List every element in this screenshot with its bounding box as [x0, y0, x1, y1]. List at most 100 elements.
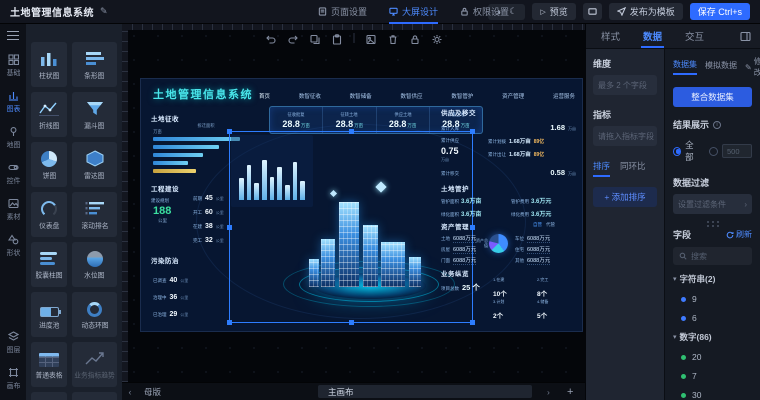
dash-nav-item[interactable]: 运营服务 [552, 94, 575, 100]
dash-nav-item[interactable]: 数智储备 [349, 94, 372, 100]
menu-icon[interactable] [7, 31, 19, 40]
field-group-number[interactable]: ▾ 数字(86) [673, 332, 712, 342]
widget-hbar-chart[interactable]: 条形图 [72, 42, 117, 87]
field-group-string[interactable]: ▾ 字符串(2) [673, 274, 716, 284]
tab-sort[interactable]: 排序 [593, 160, 611, 177]
add-sort-button[interactable]: + 添加排序 [593, 187, 657, 207]
radio-all[interactable]: 全部 [673, 139, 700, 163]
hbar-chart-icon [84, 49, 106, 67]
field-item[interactable]: 20 [681, 352, 752, 362]
edit-dataset-link[interactable]: ✎修改 [745, 56, 760, 78]
rail-item-layers[interactable]: 图层 [6, 331, 21, 355]
selection-handle[interactable] [470, 224, 475, 230]
widget-percent-list[interactable] [72, 392, 117, 400]
dash-nav-item[interactable]: 首页 [259, 94, 271, 100]
image-tool-icon[interactable] [365, 32, 376, 45]
field-item[interactable]: 6 [681, 313, 752, 323]
widget-gauge[interactable]: 仪表盘 [31, 192, 67, 237]
widget-ring[interactable]: 动态环图 [72, 292, 117, 337]
refresh-fields-link[interactable]: 刷新 [726, 229, 752, 240]
selection-handle[interactable] [227, 224, 232, 230]
widget-pie[interactable]: 饼图 [31, 142, 67, 187]
hbar-chart[interactable] [153, 137, 245, 173]
dashboard-artboard[interactable]: 土地管理信息系统 首页 数智征收 数智储备 数智供应 数智管护 资产管理 运营服… [140, 78, 583, 332]
dark-mode-icon[interactable]: ☾ [509, 6, 518, 16]
widget-progress[interactable]: 进度池 [31, 292, 67, 337]
undo-icon[interactable] [265, 32, 276, 44]
prev-page-icon[interactable]: ‹ [128, 386, 132, 397]
widget-trend[interactable]: 业务指标趋势 [72, 342, 117, 387]
widget-table[interactable]: 普通表格 [31, 342, 67, 387]
rail-item-shapes[interactable]: 形状 [6, 234, 21, 258]
field-item[interactable]: 30 [681, 390, 752, 400]
widget-blocks[interactable] [31, 392, 67, 400]
rail-item-materials[interactable]: 素材 [6, 198, 21, 222]
selection-handle[interactable] [227, 129, 232, 134]
widget-ranking[interactable]: 滚动排名 [72, 192, 117, 237]
dash-nav-item[interactable]: 资产管理 [502, 94, 525, 100]
selection-handle[interactable] [227, 320, 232, 325]
edit-title-icon[interactable]: ✎ [100, 6, 108, 16]
dash-nav-item[interactable]: 数智管护 [451, 94, 474, 100]
tab-dataset[interactable]: 数据集 [673, 59, 697, 75]
tab-master-page[interactable]: 母版 [144, 386, 162, 397]
filter-input[interactable]: 设置过滤条件 › [673, 194, 752, 214]
rail-item-controls[interactable]: 控件 [6, 162, 21, 186]
redo-icon[interactable] [287, 32, 298, 44]
dash-nav-item[interactable]: 数智征收 [298, 94, 321, 100]
asset-tabs[interactable]: 自营 代管 [533, 222, 555, 227]
tab-permission-settings[interactable]: 权限设置 [460, 0, 509, 24]
rail-item-basic[interactable]: 基础 [6, 54, 21, 78]
info-icon[interactable]: i [713, 120, 722, 129]
stat-row: 开工 60 公里 [193, 209, 224, 216]
tab-compare[interactable]: 同环比 [620, 161, 646, 171]
delete-icon[interactable] [387, 32, 398, 45]
widget-bar-chart[interactable]: 柱状图 [31, 42, 67, 87]
kpi-strip[interactable]: 征收批复 28.8万亩 征转土地 28.8万亩 供应土地 28.8万亩 存量土地 28.… [269, 106, 483, 134]
save-button[interactable]: 保存 Ctrl+s [689, 3, 750, 20]
widget-capsule[interactable]: 胶囊柱图 [31, 242, 67, 287]
dimension-dropzone[interactable]: 最多 2 个字段 [593, 75, 657, 95]
widget-line-chart[interactable]: 折线图 [31, 92, 67, 137]
publish-template-button[interactable]: 发布为模板 [608, 3, 683, 20]
lock-tool-icon[interactable] [409, 32, 420, 45]
design-canvas[interactable]: 土地管理信息系统 首页 数智征收 数智储备 数智供应 数智管护 资产管理 运营服… [122, 24, 585, 382]
tab-screen-design[interactable]: 大屏设计 [389, 0, 439, 24]
selection-handle[interactable] [348, 320, 354, 325]
search-input[interactable]: 搜索 [673, 247, 752, 265]
vbar-chart-panel[interactable] [231, 135, 313, 207]
add-page-icon[interactable]: + [567, 385, 574, 398]
radio-limit[interactable]: 500 [709, 144, 752, 158]
theme-icon[interactable]: ◑ [495, 6, 502, 17]
dash-nav-item[interactable]: 数智供应 [400, 94, 423, 100]
string-field-dot [681, 296, 686, 302]
rail-item-canvas[interactable]: 画布 [6, 367, 21, 391]
tab-data[interactable]: 数据 [641, 24, 665, 48]
next-page-icon[interactable]: › [547, 386, 550, 397]
selection-handle[interactable] [348, 129, 354, 134]
tab-page-settings[interactable]: 页面设置 [318, 0, 367, 24]
preview-button[interactable]: ▷ 预览 [532, 3, 576, 20]
selection-handle[interactable] [470, 129, 475, 134]
widget-water[interactable]: 水位图 [72, 242, 117, 287]
metric-dropzone[interactable]: 请拖入指标字段 [593, 126, 657, 146]
settings-icon[interactable] [431, 32, 442, 44]
rail-item-charts[interactable]: 图表 [6, 90, 21, 114]
tab-mock-data[interactable]: 模拟数据 [705, 61, 737, 70]
selection-handle[interactable] [470, 320, 475, 325]
tab-style[interactable]: 样式 [601, 32, 621, 43]
widget-radar[interactable]: 雷达图 [72, 142, 117, 187]
drag-handle[interactable] [673, 221, 752, 223]
rail-item-map[interactable]: 地图 [6, 126, 21, 150]
copy-icon[interactable] [309, 32, 320, 45]
tab-main-canvas[interactable]: 主画布 [318, 385, 532, 398]
tab-interaction[interactable]: 交互 [685, 32, 705, 43]
widget-funnel[interactable]: 漏斗图 [72, 92, 117, 137]
field-item[interactable]: 9 [681, 294, 752, 304]
merge-dataset-button[interactable]: 整合数据集 [673, 87, 752, 107]
paste-icon[interactable] [331, 32, 342, 45]
field-item[interactable]: 7 [681, 371, 752, 381]
collapse-panel-icon[interactable] [740, 31, 751, 42]
city-3d-visual[interactable] [281, 155, 461, 315]
fullscreen-button[interactable] [582, 3, 602, 20]
